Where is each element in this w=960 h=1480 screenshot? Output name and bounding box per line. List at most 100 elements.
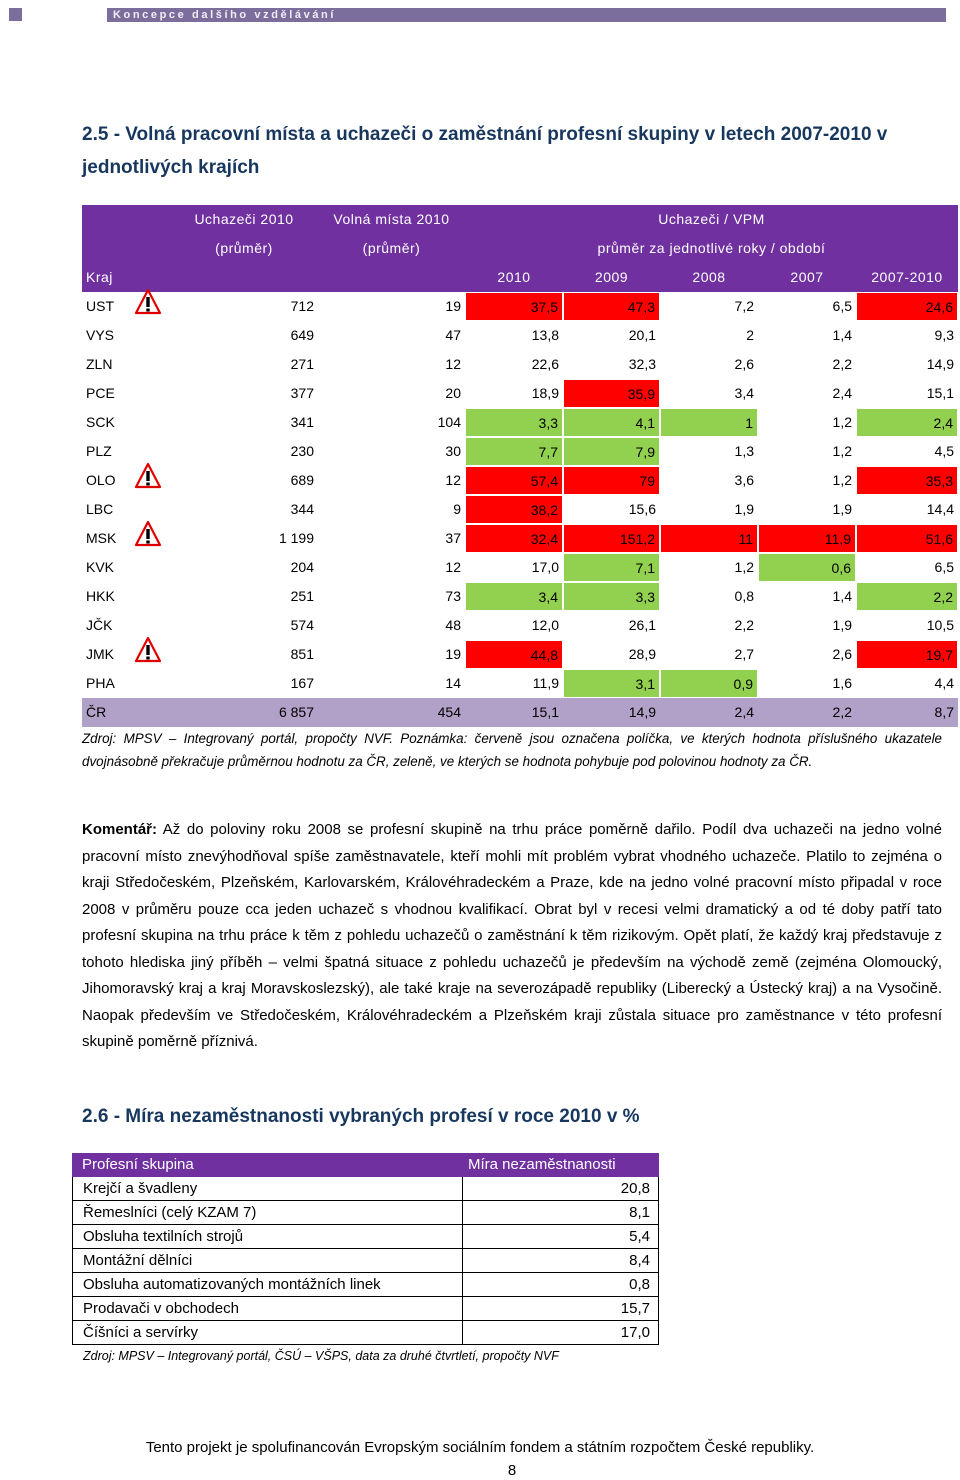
value-cell: 12 xyxy=(445,559,461,575)
cell-separator xyxy=(462,1201,463,1224)
table-note: Zdroj: MPSV – Integrovaný portál, propoč… xyxy=(82,731,942,769)
header-bar: Koncepce dalšího vzdělávání xyxy=(107,8,946,22)
value-cell: 4,4 xyxy=(934,675,954,691)
value-cell: 19 xyxy=(445,298,461,314)
value-cell: 851 xyxy=(290,646,314,662)
comment-label: Komentář: xyxy=(82,821,158,838)
region-cell: LBC xyxy=(86,501,114,517)
value-cell: 19,7 xyxy=(856,640,958,669)
rate-cell: 15,7 xyxy=(620,1300,650,1317)
profession-cell: Montážní dělníci xyxy=(83,1252,193,1269)
rate-cell: 8,4 xyxy=(629,1252,650,1269)
region-cell: SCK xyxy=(86,414,115,430)
value-cell: 44,8 xyxy=(465,640,563,669)
table-row: Obsluha automatizovaných montážních line… xyxy=(72,1273,659,1297)
warning-bar xyxy=(146,645,150,655)
warning-dot xyxy=(146,540,150,544)
value-cell: 11,9 xyxy=(758,524,856,553)
profession-cell: Číšníci a servírky xyxy=(83,1324,199,1341)
value-cell: 15,1 xyxy=(531,704,559,720)
profession-cell: Řemeslníci (celý KZAM 7) xyxy=(83,1204,257,1221)
header-cell: 2007 xyxy=(790,269,824,285)
value-cell: 14,9 xyxy=(926,356,954,372)
value-cell: 230 xyxy=(290,443,314,459)
comment-text: Až do poloviny roku 2008 se profesní sku… xyxy=(82,821,943,1050)
cell-separator xyxy=(462,1321,463,1344)
value-cell: 1,3 xyxy=(734,443,754,459)
table-row: Krejčí a švadleny 20,8 xyxy=(72,1177,659,1201)
value-cell: 2,7 xyxy=(734,646,754,662)
value-cell: 47,3 xyxy=(563,292,660,321)
value-cell: 712 xyxy=(290,298,314,314)
warning-icon xyxy=(134,636,162,663)
region-cell: KVK xyxy=(86,559,115,575)
header-cell: 2007-2010 xyxy=(871,269,943,285)
value-cell: 12,0 xyxy=(531,617,559,633)
value-cell: 2,2 xyxy=(832,356,852,372)
warning-bar xyxy=(146,529,150,539)
warning-icon xyxy=(134,520,162,547)
value-cell: 574 xyxy=(290,617,314,633)
value-cell: 2,6 xyxy=(734,356,754,372)
value-cell: 1,2 xyxy=(832,472,852,488)
value-cell: 57,4 xyxy=(465,466,563,495)
value-cell: 341 xyxy=(290,414,314,430)
region-cell: UST xyxy=(86,298,114,314)
header-cell: 2008 xyxy=(692,269,726,285)
value-cell: 79 xyxy=(563,466,660,495)
value-cell: 1,2 xyxy=(832,414,852,430)
value-cell: 37 xyxy=(445,530,461,546)
header-cell: průměr za jednotlivé roky / období xyxy=(597,240,826,256)
profession-cell: Obsluha automatizovaných montážních line… xyxy=(83,1276,381,1293)
value-cell: 271 xyxy=(290,356,314,372)
profession-cell: Prodavači v obchodech xyxy=(83,1300,239,1317)
section-title: 2.5 - Volná pracovní místa a uchazeči o … xyxy=(82,124,888,178)
value-cell: 12 xyxy=(445,472,461,488)
region-cell: ČR xyxy=(86,704,107,720)
comment: Komentář: Až do poloviny roku 2008 se pr… xyxy=(82,817,942,1056)
value-cell: 22,6 xyxy=(531,356,559,372)
value-cell: 2,2 xyxy=(856,582,958,611)
warning-dot xyxy=(146,308,150,312)
cell-separator xyxy=(462,1273,463,1296)
value-cell: 2,4 xyxy=(856,408,958,437)
region-cell: PLZ xyxy=(86,443,112,459)
value-cell: 38,2 xyxy=(465,495,563,524)
value-cell: 32,4 xyxy=(465,524,563,553)
table-row: Prodavači v obchodech 15,7 xyxy=(72,1297,659,1321)
value-cell: 251 xyxy=(290,588,314,604)
value-cell: 51,6 xyxy=(856,524,958,553)
value-cell: 1,6 xyxy=(832,675,852,691)
region-cell: JMK xyxy=(86,646,114,662)
header-cell: Volná místa 2010 xyxy=(333,211,450,227)
value-cell: 35,9 xyxy=(563,379,660,408)
region-cell: PCE xyxy=(86,385,115,401)
warning-dot xyxy=(146,482,150,486)
warning-dot xyxy=(146,656,150,660)
value-cell: 14,9 xyxy=(628,704,656,720)
header-title: Koncepce dalšího vzdělávání xyxy=(113,9,337,21)
page-number: 8 xyxy=(507,1462,517,1479)
header-cell: Kraj xyxy=(86,269,113,285)
header-cell: 2010 xyxy=(497,269,531,285)
header-cell: Uchazeči / VPM xyxy=(658,211,765,227)
unemployment-table: Profesní skupina Míra nezaměstnanosti Krej… xyxy=(72,1153,659,1345)
warning-icon xyxy=(134,462,162,489)
value-cell: 3,4 xyxy=(734,385,754,401)
value-cell: 32,3 xyxy=(628,356,656,372)
table-row: Montážní dělníci 8,4 xyxy=(72,1249,659,1273)
value-cell: 1,9 xyxy=(832,617,852,633)
value-cell: 19 xyxy=(445,646,461,662)
value-cell: 104 xyxy=(437,414,461,430)
value-cell: 73 xyxy=(445,588,461,604)
value-cell: 1,4 xyxy=(832,588,852,604)
value-cell: 47 xyxy=(445,327,461,343)
cell-separator xyxy=(462,1177,463,1200)
value-cell: 2,4 xyxy=(734,704,754,720)
table-header-bg xyxy=(82,205,958,292)
value-cell: 204 xyxy=(290,559,314,575)
value-cell: 15,6 xyxy=(628,501,656,517)
value-cell: 3,3 xyxy=(563,582,660,611)
table-row: Obsluha textilních strojů 5,4 xyxy=(72,1225,659,1249)
table-header-row: Profesní skupina Míra nezaměstnanosti xyxy=(72,1153,659,1177)
